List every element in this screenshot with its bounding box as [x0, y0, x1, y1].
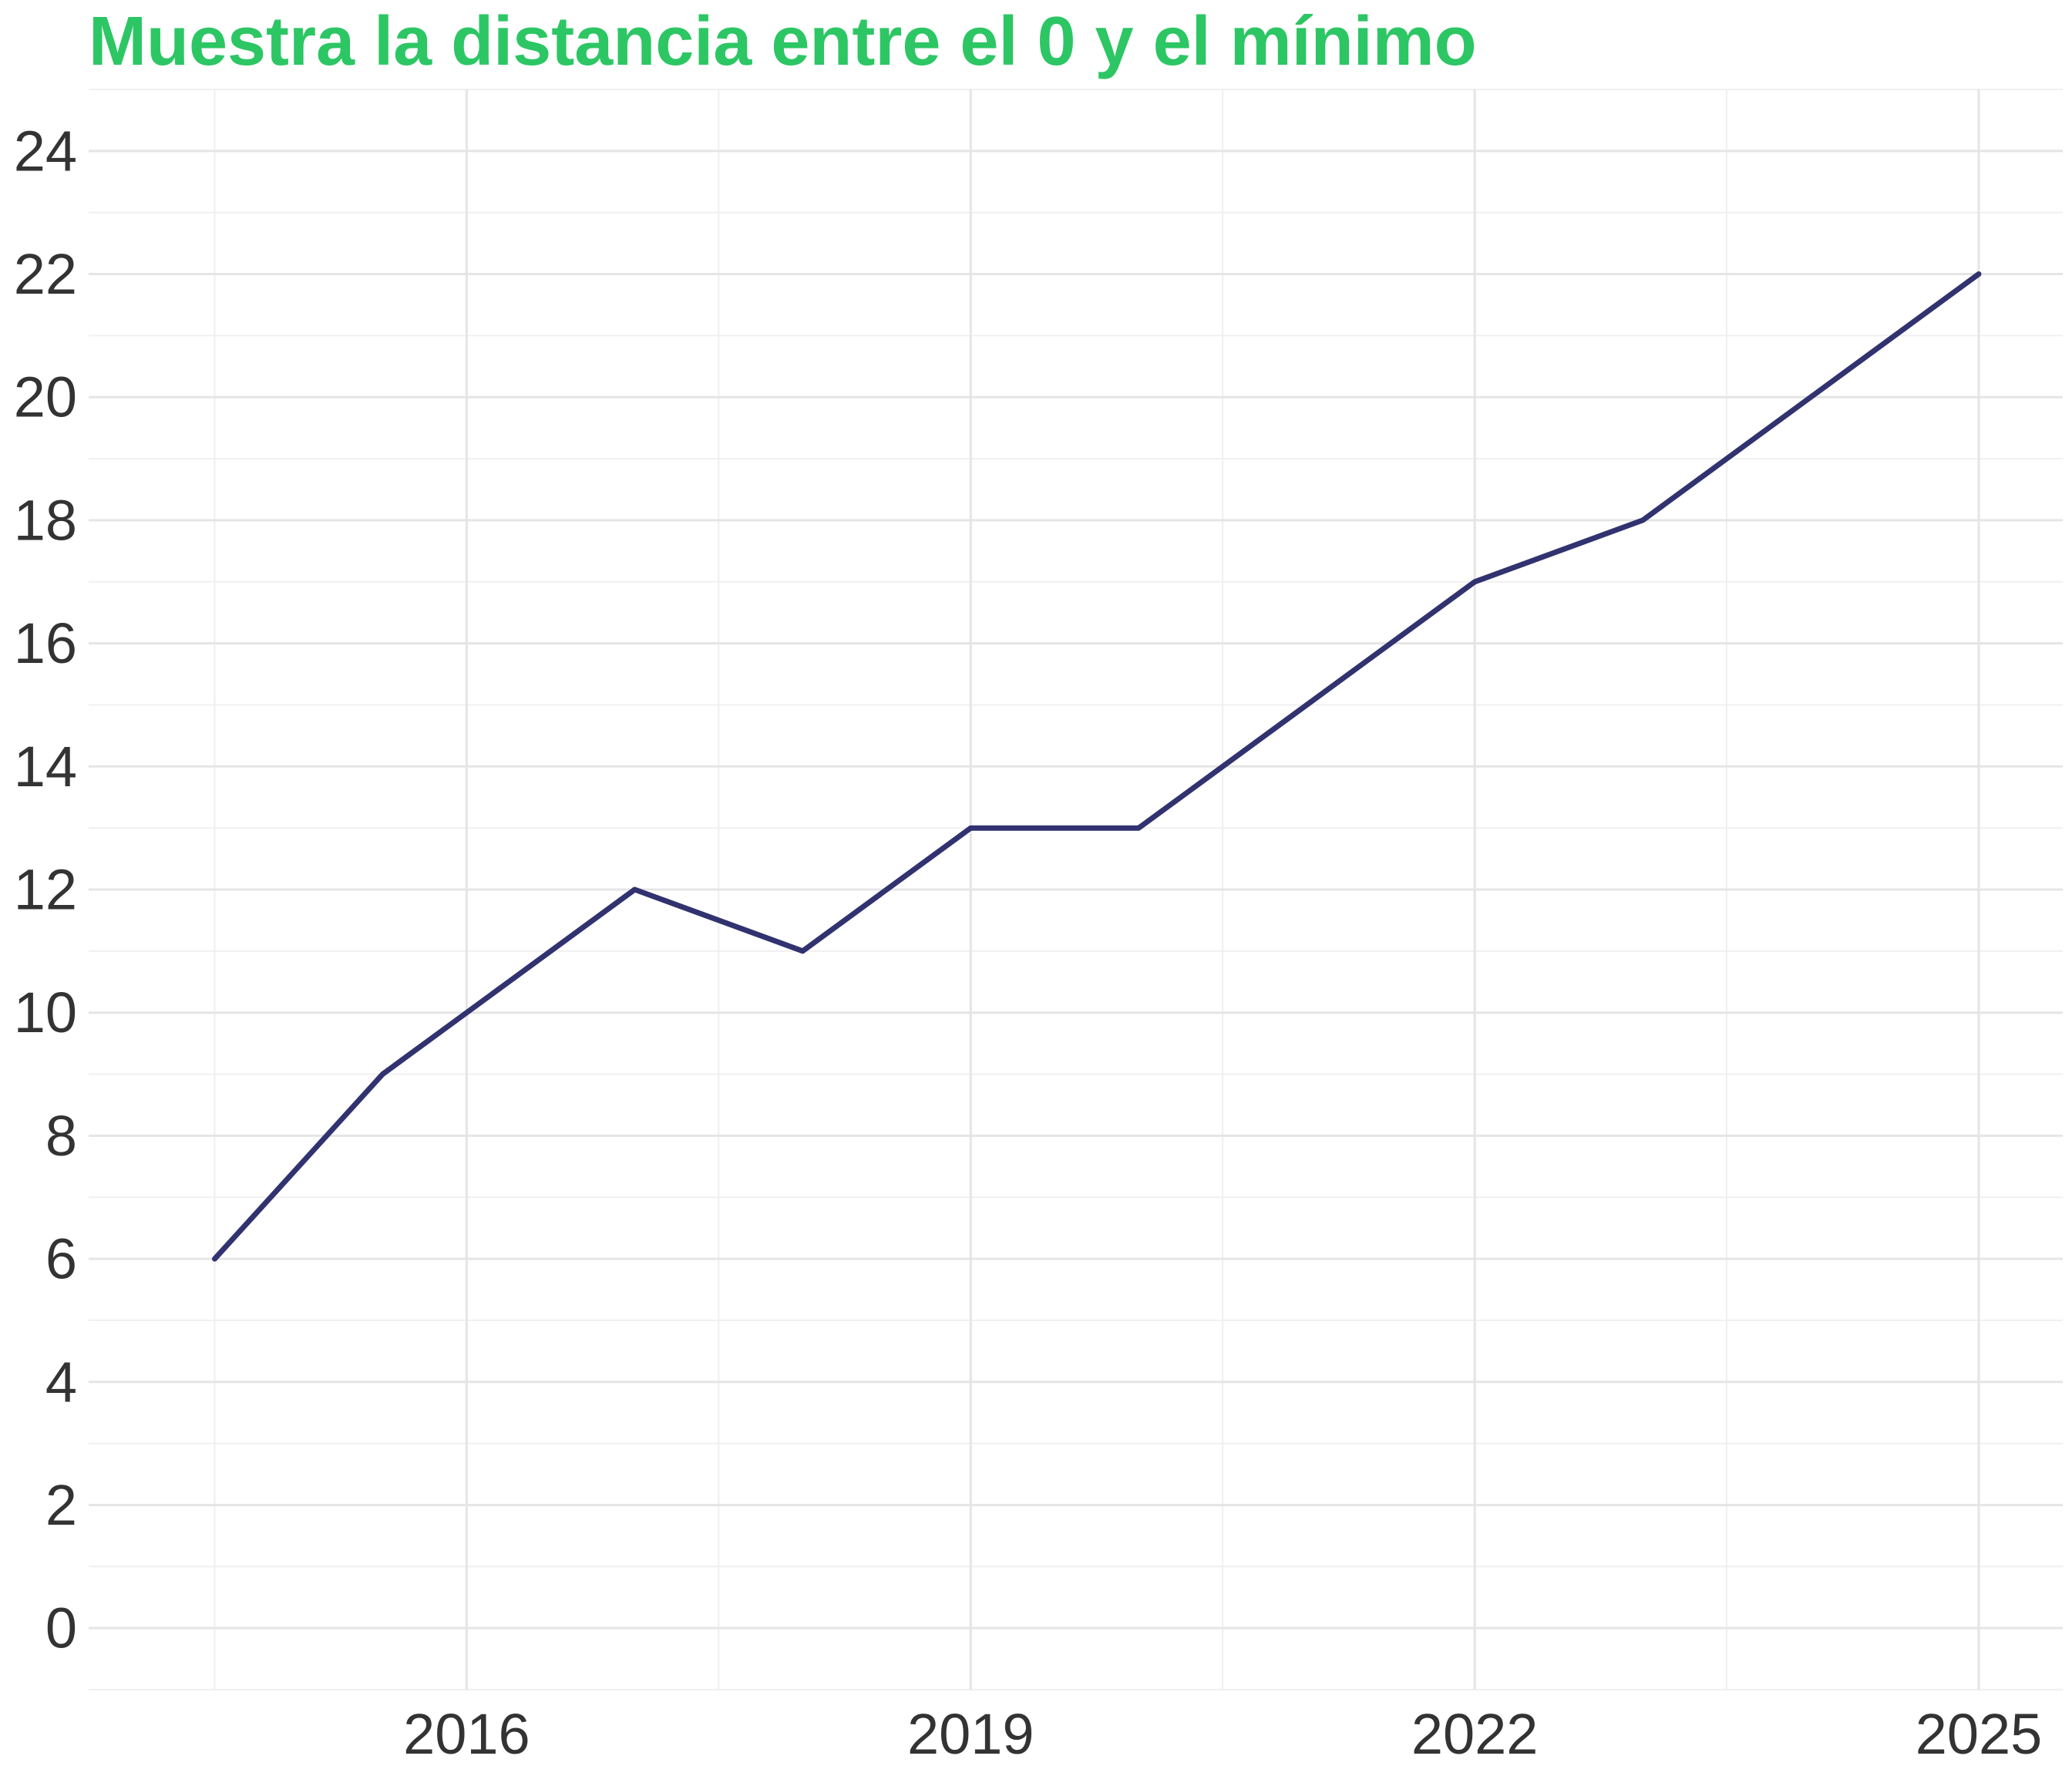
y-tick-label: 8 [45, 1104, 77, 1168]
y-tick-label: 18 [14, 488, 77, 552]
y-tick-label: 4 [45, 1350, 77, 1414]
chart-title: Muestra la distancia entre el 0 y el mín… [89, 3, 1477, 80]
y-tick-label: 10 [14, 980, 77, 1044]
y-tick-label: 0 [45, 1596, 77, 1660]
x-tick-label: 2016 [403, 1702, 530, 1766]
series-layer [212, 271, 1982, 1262]
y-tick-label: 12 [14, 858, 77, 922]
y-tick-label: 6 [45, 1227, 77, 1291]
series-line [212, 271, 1982, 1262]
y-tick-label: 2 [45, 1473, 77, 1537]
y-tick-label: 22 [14, 242, 77, 306]
x-axis-ticks: 2016 2019 2022 2025 [403, 1702, 2042, 1766]
x-tick-label: 2022 [1411, 1702, 1539, 1766]
x-tick-label: 2025 [1916, 1702, 2043, 1766]
y-tick-label: 16 [14, 611, 77, 675]
y-tick-label: 24 [14, 119, 77, 183]
grid-lines [89, 89, 2063, 1690]
x-tick-label: 2019 [907, 1702, 1034, 1766]
y-tick-label: 20 [14, 365, 77, 429]
y-tick-label: 14 [14, 735, 77, 799]
